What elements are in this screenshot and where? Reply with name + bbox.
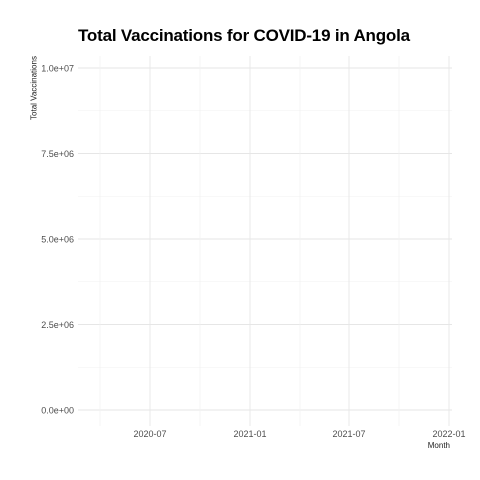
y-tick-label: 7.5e+06	[41, 149, 74, 159]
x-tick-label: 2021-07	[332, 429, 365, 439]
y-tick-label: 1.0e+07	[41, 64, 74, 74]
chart-title: Total Vaccinations for COVID-19 in Angol…	[78, 26, 410, 45]
grid-lines	[78, 56, 452, 426]
y-tick-label: 0.0e+00	[41, 406, 74, 416]
x-tick-label: 2021-01	[233, 429, 266, 439]
x-tick-labels: 2020-07 2021-01 2021-07 2022-01	[133, 429, 465, 439]
x-tick-label: 2020-07	[133, 429, 166, 439]
y-tick-label: 2.5e+06	[41, 320, 74, 330]
x-tick-label: 2022-01	[432, 429, 465, 439]
y-tick-label: 5.0e+06	[41, 235, 74, 245]
x-axis-label: Month	[427, 441, 450, 450]
y-tick-labels: 0.0e+00 2.5e+06 5.0e+06 7.5e+06 1.0e+07	[41, 64, 74, 416]
